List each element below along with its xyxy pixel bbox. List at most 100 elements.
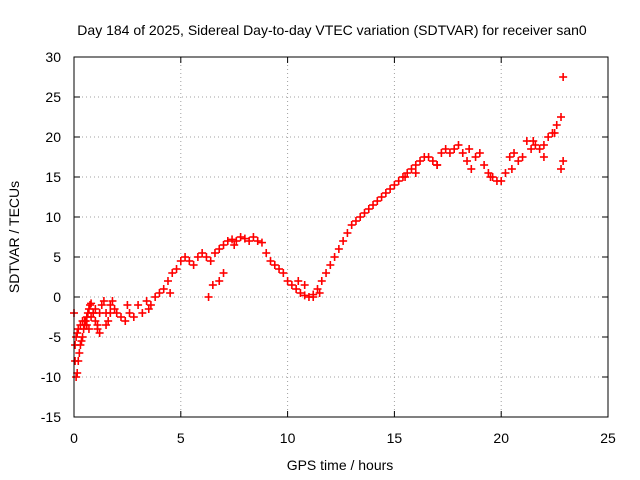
data-point: [296, 289, 305, 297]
data-point: [510, 149, 519, 157]
data-point: [202, 253, 211, 261]
data-point: [266, 257, 275, 265]
data-point: [121, 317, 130, 325]
x-axis-label: GPS time / hours: [287, 457, 394, 473]
data-point: [369, 201, 378, 209]
data-point: [529, 137, 538, 145]
data-point: [373, 197, 382, 205]
data-point: [206, 257, 215, 265]
data-point: [185, 257, 194, 265]
data-point: [77, 337, 86, 345]
data-point: [463, 157, 472, 165]
data-point: [168, 269, 177, 277]
data-point: [166, 289, 175, 297]
data-point: [151, 293, 160, 301]
data-point: [411, 161, 420, 169]
data-point: [181, 253, 190, 261]
data-point: [138, 309, 147, 317]
data-point: [437, 149, 446, 157]
axis-ticks: 0 5 10 15 20 25 -15 -10 -5 0 5 10 15 20 25 30: [41, 49, 616, 446]
data-point: [339, 237, 348, 245]
data-point: [198, 249, 207, 257]
data-point: [486, 173, 495, 181]
data-point: [193, 253, 202, 261]
data-point: [257, 238, 266, 247]
data-point: [351, 217, 360, 225]
data-point: [390, 181, 399, 189]
y-tick-label: 10: [45, 209, 61, 225]
data-point: [465, 145, 474, 153]
data-point: [215, 277, 224, 285]
data-point: [458, 149, 467, 157]
y-tick-label: 20: [45, 129, 61, 145]
data-point: [381, 189, 390, 197]
data-point: [228, 235, 237, 244]
data-point: [73, 329, 82, 337]
data-point: [501, 169, 510, 177]
data-point: [300, 291, 309, 300]
data-point: [356, 213, 365, 221]
data-point: [279, 269, 288, 277]
chart-title: Day 184 of 2025, Sidereal Day-to-day VTE…: [77, 22, 587, 38]
data-point: [441, 145, 450, 153]
data-point: [507, 165, 516, 173]
data-point: [386, 185, 395, 193]
data-point: [411, 169, 420, 177]
data-point: [315, 289, 324, 297]
data-point: [240, 234, 249, 243]
data-point: [557, 113, 566, 121]
data-point: [539, 141, 548, 149]
data-point: [245, 237, 254, 245]
data-point: [208, 281, 217, 289]
data-point: [275, 265, 284, 273]
x-tick-label: 0: [70, 430, 78, 446]
data-point: [480, 161, 489, 169]
data-point: [475, 149, 484, 157]
data-point: [294, 277, 303, 285]
data-point: [334, 245, 343, 253]
data-point: [72, 333, 81, 341]
data-point: [559, 157, 568, 165]
x-tick-label: 5: [177, 430, 185, 446]
x-tick-label: 25: [600, 430, 616, 446]
data-point: [552, 121, 561, 129]
data-point: [407, 165, 416, 173]
data-point: [454, 141, 463, 149]
data-point: [514, 157, 523, 165]
data-point: [210, 249, 219, 257]
data-point: [95, 329, 104, 337]
data-point: [347, 221, 356, 229]
data-point: [129, 313, 138, 321]
y-tick-label: -10: [41, 369, 61, 385]
data-point: [428, 157, 437, 165]
data-point: [189, 261, 198, 269]
data-point: [433, 161, 442, 169]
y-tick-label: -15: [41, 409, 61, 425]
grid: [74, 57, 608, 417]
data-point: [364, 205, 373, 213]
data-point: [527, 145, 536, 153]
data-point: [343, 229, 352, 237]
data-point: [287, 281, 296, 289]
data-point: [450, 145, 459, 153]
data-point: [116, 313, 125, 321]
data-point: [86, 301, 95, 309]
data-point: [518, 153, 527, 161]
y-axis-label: SDTVAR / TECUs: [6, 181, 22, 293]
data-point: [377, 193, 386, 201]
data-point: [249, 233, 258, 241]
y-tick-label: 25: [45, 89, 61, 105]
data-point: [300, 281, 309, 289]
data-point: [401, 173, 410, 181]
data-point: [424, 153, 433, 161]
data-point: [416, 157, 425, 165]
y-tick-label: -5: [49, 329, 62, 345]
data-point: [471, 153, 480, 161]
y-tick-label: 15: [45, 169, 61, 185]
data-point: [330, 253, 339, 261]
data-point: [559, 73, 568, 81]
data-point: [123, 301, 132, 309]
data-point: [544, 133, 553, 141]
data-point: [219, 269, 228, 277]
data-point: [467, 165, 476, 173]
